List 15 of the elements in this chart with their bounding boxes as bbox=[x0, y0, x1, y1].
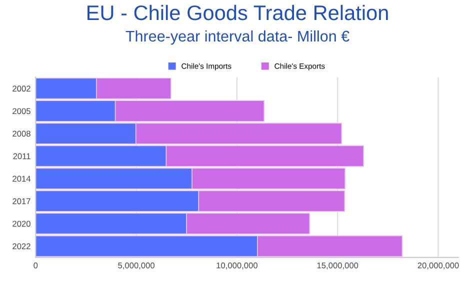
y-tick-label: 2017 bbox=[12, 198, 30, 204]
y-tick-label: 2020 bbox=[12, 220, 30, 227]
x-tick-label: 0 bbox=[34, 262, 38, 268]
y-tick-label: 2022 bbox=[12, 243, 30, 250]
x-tick-label: 5,000,000 bbox=[118, 262, 154, 270]
chart-title: EU - Chile Goods Trade Relation bbox=[88, 4, 388, 20]
y-tick-label: 2008 bbox=[12, 130, 30, 137]
y-tick-label: 2011 bbox=[13, 153, 30, 160]
chart-subtitle: Three-year interval data- Millon € bbox=[126, 30, 350, 45]
y-tick-label: 2014 bbox=[12, 176, 31, 182]
x-tick-label: 20,000,000 bbox=[418, 262, 459, 270]
x-tick-label: 10,000,000 bbox=[216, 262, 258, 270]
x-tick-label: 15,000,000 bbox=[317, 262, 358, 270]
y-tick-label: 2005 bbox=[12, 108, 30, 114]
y-tick-label: 2002 bbox=[12, 86, 30, 92]
